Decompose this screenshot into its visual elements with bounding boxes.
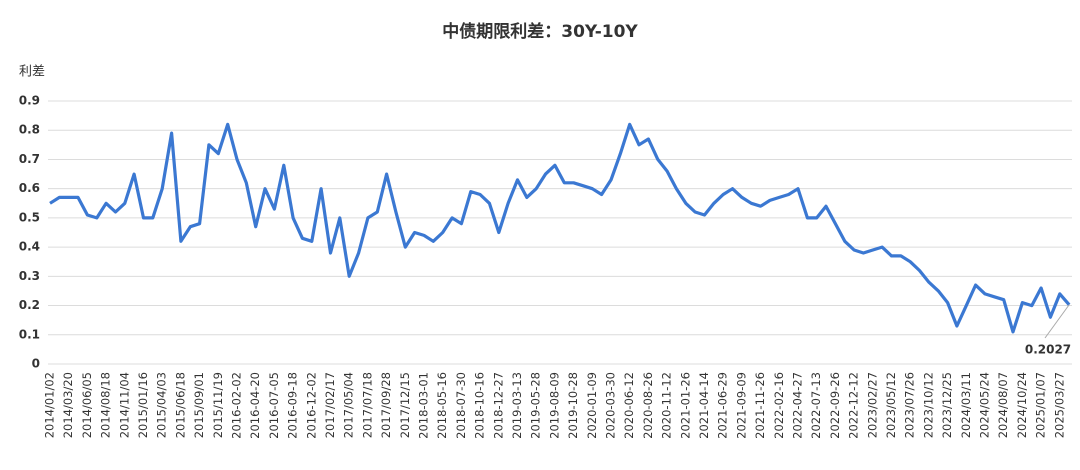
x-tick-label: 2019-03-13 bbox=[510, 372, 524, 439]
x-tick-label: 2017/05/04 bbox=[342, 372, 356, 438]
x-tick-label: 2018-05-16 bbox=[435, 372, 449, 439]
x-tick-label: 2016-07-05 bbox=[267, 372, 281, 439]
x-tick-label: 2016-04-20 bbox=[248, 372, 262, 439]
y-tick-label: 0.3 bbox=[19, 269, 40, 283]
x-tick-label: 2020-01-09 bbox=[585, 372, 599, 439]
y-tick-label: 0.4 bbox=[19, 240, 40, 254]
y-tick-label: 0 bbox=[32, 357, 40, 371]
x-tick-label: 2015/01/16 bbox=[136, 372, 150, 438]
y-tick-label: 0.2 bbox=[19, 298, 40, 312]
x-tick-label: 2016-02-02 bbox=[230, 372, 244, 439]
y-tick-label: 0.7 bbox=[19, 152, 40, 166]
x-tick-label: 2021-09-09 bbox=[734, 372, 748, 439]
x-tick-label: 2015/06/18 bbox=[173, 372, 187, 438]
x-tick-label: 2016-12-02 bbox=[304, 372, 318, 439]
x-tick-label: 2018-07-30 bbox=[454, 372, 468, 439]
x-tick-label: 2023/02/27 bbox=[865, 372, 879, 438]
x-tick-label: 2014/03/20 bbox=[61, 372, 75, 438]
y-tick-label: 0.6 bbox=[19, 181, 40, 195]
x-tick-label: 2019-05-28 bbox=[529, 372, 543, 439]
x-tick-label: 2021-01-26 bbox=[678, 372, 692, 439]
x-tick-label: 2014/08/18 bbox=[99, 372, 113, 438]
x-tick-label: 2017/09/28 bbox=[379, 372, 393, 438]
x-tick-label: 2023/07/26 bbox=[903, 372, 917, 438]
x-tick-label: 2022-09-26 bbox=[828, 372, 842, 439]
x-tick-label: 2024/10/24 bbox=[1015, 372, 1029, 438]
y-tick-label: 0.9 bbox=[19, 94, 40, 108]
x-tick-label: 2021-06-29 bbox=[716, 372, 730, 439]
x-tick-label: 2023/12/25 bbox=[940, 372, 954, 438]
x-tick-label: 2025/03/27 bbox=[1052, 372, 1066, 438]
x-tick-label: 2022-07-13 bbox=[809, 372, 823, 439]
x-tick-label: 2019-10-28 bbox=[566, 372, 580, 439]
x-tick-label: 2018-10-16 bbox=[473, 372, 487, 439]
chart-title: 中债期限利差：30Y-10Y bbox=[442, 21, 638, 42]
x-tick-label: 2016-09-18 bbox=[286, 372, 300, 439]
x-tick-label: 2025/01/07 bbox=[1034, 372, 1048, 438]
x-tick-label: 2023/10/12 bbox=[921, 372, 935, 438]
x-tick-label: 2024/05/24 bbox=[978, 372, 992, 438]
x-tick-label: 2023/05/12 bbox=[884, 372, 898, 438]
x-tick-label: 2024/03/11 bbox=[959, 372, 973, 438]
x-tick-label: 2015/09/01 bbox=[192, 372, 206, 438]
x-tick-label: 2020-08-26 bbox=[641, 372, 655, 439]
y-tick-label: 0.1 bbox=[19, 327, 40, 341]
x-tick-label: 2020-11-12 bbox=[660, 372, 674, 439]
x-tick-label: 2015/04/03 bbox=[155, 372, 169, 438]
annotation-leader bbox=[1044, 304, 1070, 339]
x-tick-label: 2014/01/02 bbox=[43, 372, 57, 438]
last-value-label: 0.2027 bbox=[1025, 343, 1071, 357]
x-tick-label: 2017/12/15 bbox=[398, 372, 412, 438]
x-tick-label: 2018-12-27 bbox=[491, 372, 505, 439]
x-tick-label: 2024/08/07 bbox=[996, 372, 1010, 438]
x-tick-label: 2015/11/19 bbox=[211, 372, 225, 438]
y-axis-label: 利差 bbox=[19, 65, 45, 80]
x-tick-label: 2022-02-16 bbox=[772, 372, 786, 439]
x-tick-label: 2018-03-01 bbox=[417, 372, 431, 439]
x-tick-label: 2014/11/04 bbox=[117, 372, 131, 438]
x-tick-label: 2020-06-12 bbox=[622, 372, 636, 439]
x-tick-label: 2017/02/17 bbox=[323, 372, 337, 438]
x-tick-label: 2017/07/18 bbox=[360, 372, 374, 438]
series-line bbox=[49, 122, 1071, 334]
x-tick-label: 2022-12-12 bbox=[847, 372, 861, 439]
y-tick-label: 0.5 bbox=[19, 210, 40, 224]
x-tick-label: 2020-03-30 bbox=[604, 372, 618, 439]
x-tick-label: 2019-08-09 bbox=[547, 372, 561, 439]
x-tick-label: 2014/06/05 bbox=[80, 372, 94, 438]
x-tick-label: 2021-04-14 bbox=[697, 372, 711, 439]
y-tick-label: 0.8 bbox=[19, 123, 40, 137]
x-tick-label: 2021-11-26 bbox=[753, 372, 767, 439]
x-tick-label: 2022-04-27 bbox=[791, 372, 805, 439]
